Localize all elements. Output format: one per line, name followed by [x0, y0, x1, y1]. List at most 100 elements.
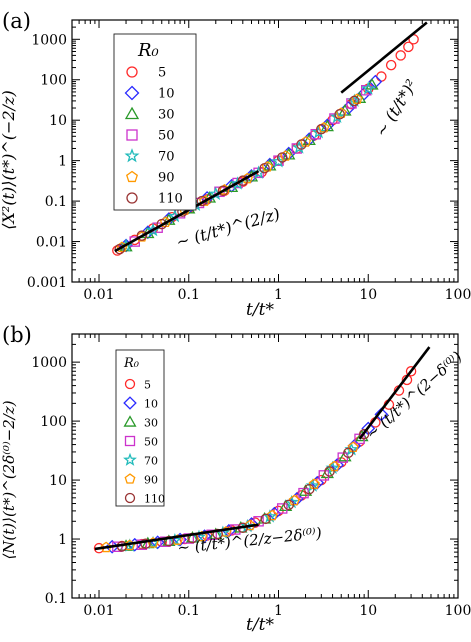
panel-b-data [93, 346, 431, 554]
panel-a-fit-line-1 [114, 170, 260, 253]
panel-b-annotations: ∼ (t/t*)^(2/z−2δ⁽⁰⁾)∼ (t/t*)^(2−δ⁽⁰⁾) [177, 348, 466, 557]
panel-a-y-tick-label: 1000 [31, 32, 67, 48]
panel-a-legend-marker-50 [126, 129, 138, 141]
panel-b-legend-marker-30 [123, 415, 137, 427]
panel-a: (a) 0.01 0.1 1 10 1000.0010.010.11101001000∼… [0, 9, 471, 320]
panel-a-legend-marker-90 [126, 170, 138, 183]
panel-a-legend-marker-5 [126, 66, 138, 78]
panel-b-point-110 [212, 528, 223, 540]
panel-b-y-tick-label: 10 [49, 473, 67, 489]
panel-a-point-5 [376, 71, 387, 82]
panel-b-point-90 [100, 541, 112, 553]
panel-b-point-110 [343, 447, 354, 459]
panel-b-point-90 [288, 494, 300, 506]
panel-a-fit-line-2 [340, 21, 428, 94]
panel-a-series-110 [114, 95, 360, 255]
panel-a-point-5 [403, 41, 414, 53]
panel-b-x-tick-label: 1 [274, 603, 283, 619]
panel-a-x-tick-label: 0.1 [178, 287, 200, 303]
panel-b-legend-label-90: 90 [144, 474, 158, 487]
panel-a-point-70 [251, 165, 266, 179]
panel-a-xlabel: t/t* [246, 300, 274, 320]
panel-b-y-tick-label: 1 [58, 532, 67, 548]
panel-a-x-tick-label: 0.01 [83, 287, 114, 303]
panel-b-point-90 [244, 519, 256, 531]
panel-b-ylabel: ⟨N(t)⟩(t*)^(2δ⁽⁰⁾−2/z) [0, 400, 18, 559]
panel-b-point-110 [163, 535, 175, 547]
panel-a-point-90 [335, 107, 347, 118]
panel-b-x-tick-label: 0.01 [83, 603, 114, 619]
panel-a-legend-label-50: 50 [158, 129, 175, 144]
panel-a-point-110 [276, 152, 288, 163]
panel-b-legend-marker-5 [124, 378, 136, 390]
panel-a-legend-label-5: 5 [158, 66, 166, 81]
panel-a-point-110 [259, 162, 270, 174]
panel-a-point-5 [385, 59, 397, 71]
panel-b-legend-marker-90 [124, 473, 136, 484]
panel-a-y-tick-label: 0.1 [45, 194, 67, 210]
panel-b-point-110 [303, 483, 315, 495]
panel-b-fit-line-2 [358, 346, 431, 440]
panel-a-legend-label-10: 10 [158, 87, 175, 102]
panel-b-x-ticks: 0.01 0.1 1 10 100 [71, 334, 471, 619]
panel-b-legend-box [115, 349, 165, 507]
panel-a-fit-label-2: ∼ (t/t*)² [371, 76, 421, 140]
panel-a-y-tick-label: 10 [49, 113, 67, 129]
panel-a-point-110 [334, 109, 345, 120]
panel-a-y-tick-label: 0.001 [27, 275, 67, 291]
panel-a-point-70 [361, 81, 376, 95]
panel-a-legend-label-110: 110 [158, 192, 183, 207]
panel-a-legend-box [113, 33, 197, 211]
panel-a-legend-marker-110 [126, 192, 138, 204]
panel-a-ylabel: ⟨X²(t)⟩(t*)^(−2/z) [0, 90, 18, 229]
panel-a-legend-label-90: 90 [158, 171, 175, 186]
panel-a-x-tick-label: 100 [445, 287, 471, 303]
panel-a-point-70 [311, 124, 326, 139]
panel-b-point-110 [260, 513, 271, 525]
panel-b-legend: R₀ 5 10 30 50 70 90 110 [115, 349, 165, 507]
panel-b-legend-marker-110 [124, 492, 136, 504]
panel-a-point-90 [261, 161, 273, 172]
panel-a-point-5 [395, 50, 406, 61]
panel-b-x-tick-label: 10 [359, 603, 377, 619]
panel-b-legend-label-5: 5 [144, 379, 151, 392]
panel-b-point-90 [266, 509, 278, 521]
panel-b-legend-label-30: 30 [144, 417, 158, 430]
panel-a-x-tick-label: 1 [274, 287, 283, 303]
panel-b-point-10 [374, 407, 389, 422]
panel-a-legend-label-70: 70 [158, 150, 175, 165]
panel-b-legend-label-70: 70 [144, 455, 158, 468]
panel-a-x-ticks: 0.01 0.1 1 10 100 [71, 20, 471, 303]
panel-b-point-110 [283, 499, 294, 511]
panel-a-point-110 [316, 123, 327, 135]
panel-b-y-tick-label: 1000 [31, 355, 67, 371]
panel-a-legend-marker-70 [124, 148, 140, 163]
panel-a-point-110 [136, 230, 148, 241]
panel-a-point-70 [330, 109, 345, 123]
panel-a-y-tick-label: 0.01 [36, 235, 67, 251]
panel-a-point-110 [114, 243, 125, 255]
panel-b-x-tick-label: 0.1 [178, 603, 200, 619]
panel-a-y-ticks: 0.001 0.01 0.1 110 100 1000 [27, 19, 458, 291]
panel-b-fit-label-2: ∼ (t/t*)^(2−δ⁽⁰⁾) [363, 348, 466, 443]
panel-a-point-110 [296, 139, 307, 150]
panel-a-legend-marker-10 [124, 85, 140, 101]
panel-a-annotations: ∼ (t/t*)^(2/z)∼ (t/t*)² [174, 76, 421, 252]
panel-b-y-ticks: 0.1 1 10 100 1000 [31, 333, 458, 607]
panel-b-fit-line-1 [94, 523, 259, 551]
panel-b-xlabel: t/t* [246, 615, 274, 635]
panel-a-y-tick-label: 100 [40, 73, 67, 89]
panel-b-legend-label-10: 10 [144, 398, 158, 411]
panel-a-point-90 [318, 121, 330, 133]
panel-a-legend: R₀ 5 10 30 50 70 90 110 [113, 33, 197, 211]
panel-a-point-110 [237, 175, 249, 186]
panel-b-point-5 [405, 366, 417, 377]
panel-b-y-tick-label: 100 [40, 414, 67, 430]
panel-b-label: (b) [2, 323, 32, 347]
panel-a-point-110 [217, 185, 229, 197]
panel-b-y-tick-label: 0.1 [45, 591, 67, 607]
panel-a-legend-marker-30 [124, 106, 140, 120]
panel-b-legend-marker-70 [123, 452, 137, 466]
panel-b: (b) 0.01 0.1 1 10 1000.1 1 10 100 1000∼ (t/t*)^(… [0, 323, 471, 635]
